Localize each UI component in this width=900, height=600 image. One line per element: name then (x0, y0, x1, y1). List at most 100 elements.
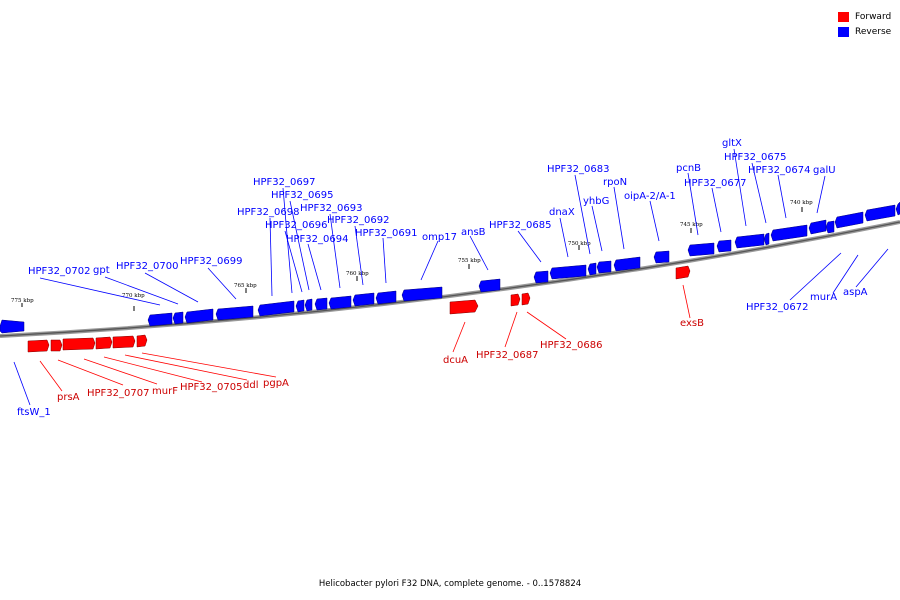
reverse-gene[interactable] (716, 239, 732, 253)
gene-label[interactable]: HPF32_0702 (28, 266, 90, 277)
gene-label[interactable]: HPF32_0674 (748, 165, 810, 176)
gene-label[interactable]: HPF32_0677 (684, 178, 746, 189)
forward-gene[interactable] (27, 339, 50, 353)
gene-label[interactable]: HPF32_0686 (540, 340, 602, 351)
tick-label: 770 kbp (122, 293, 145, 299)
gene-label[interactable]: HPF32_0694 (286, 234, 348, 245)
reverse-gene[interactable] (687, 242, 715, 257)
gene-label[interactable]: gltX (722, 138, 742, 149)
gene-label[interactable]: HPF32_0687 (476, 350, 538, 361)
reverse-gene[interactable] (328, 295, 352, 310)
gene-label[interactable]: HPF32_0700 (116, 261, 178, 272)
tick-label: 750 kbp (568, 241, 591, 247)
gene-label[interactable]: pgpA (263, 378, 289, 389)
forward-gene[interactable] (136, 334, 148, 348)
forward-gene[interactable] (510, 293, 521, 307)
tick-label: 760 kbp (346, 271, 369, 277)
reverse-gene[interactable] (653, 250, 670, 264)
reverse-gene[interactable] (533, 270, 549, 284)
reverse-gene[interactable] (770, 224, 808, 242)
gene-label[interactable]: dnaX (549, 207, 575, 218)
gene-label[interactable]: HPF32_0683 (547, 164, 609, 175)
reverse-gene[interactable] (478, 278, 501, 293)
gene-label[interactable]: HPF32_0695 (271, 190, 333, 201)
reverse-gene[interactable] (147, 312, 173, 327)
forward-gene[interactable] (112, 335, 136, 349)
gene-label[interactable]: ftsW_1 (17, 407, 51, 418)
gene-label[interactable]: HPF32_0699 (180, 256, 242, 267)
gene-label[interactable]: ddl (243, 380, 258, 391)
forward-gene[interactable] (521, 292, 531, 306)
reverse-gene[interactable] (834, 211, 864, 229)
reverse-gene[interactable] (763, 232, 770, 246)
gene-label[interactable]: HPF32_0675 (724, 152, 786, 163)
tick-label: 755 kbp (458, 258, 481, 264)
reverse-gene[interactable] (304, 298, 313, 312)
gene-label[interactable]: HPF32_0707 (87, 388, 149, 399)
gene-label[interactable]: HPF32_0698 (237, 207, 299, 218)
gene-label[interactable]: rpoN (603, 177, 627, 188)
forward-gene[interactable] (62, 337, 96, 351)
gene-label[interactable]: yhbG (583, 196, 609, 207)
tick-label: 745 kbp (680, 222, 703, 228)
legend-reverse-label: Reverse (855, 26, 892, 37)
forward-gene[interactable] (449, 299, 479, 315)
reverse-gene[interactable] (613, 256, 641, 272)
gene-label[interactable]: murF (152, 386, 178, 397)
gene-label[interactable]: prsA (57, 392, 80, 403)
reverse-gene[interactable] (587, 262, 597, 276)
gene-label[interactable]: HPF32_0697 (253, 177, 315, 188)
reverse-gene[interactable] (314, 297, 328, 311)
gene-label[interactable]: dcuA (443, 355, 468, 366)
gene-label[interactable]: ansB (461, 227, 486, 238)
gene-label[interactable]: omp17 (422, 232, 457, 243)
reverse-gene[interactable] (895, 201, 900, 216)
reverse-gene[interactable] (734, 233, 765, 249)
reverse-gene[interactable] (0, 319, 25, 334)
gene-label[interactable]: HPF32_0685 (489, 220, 551, 231)
reverse-gene[interactable] (825, 220, 835, 234)
gene-label[interactable]: HPF32_0696 (265, 220, 327, 231)
gene-label[interactable]: exsB (680, 318, 704, 329)
gene-label[interactable]: HPF32_0692 (327, 215, 389, 226)
tick-label: 775 kbp (11, 298, 34, 304)
gene-label[interactable]: HPF32_0691 (355, 228, 417, 239)
reverse-gene[interactable] (808, 219, 827, 235)
forward-leader-lines (39, 284, 691, 392)
gene-label[interactable]: aspA (843, 287, 868, 298)
genome-backbone-core (0, 221, 900, 337)
forward-gene[interactable] (50, 339, 63, 352)
legend-forward-label: Forward (855, 11, 892, 22)
gene-label[interactable]: gpt (93, 265, 110, 276)
legend-reverse: Reverse (838, 24, 891, 39)
reverse-gene[interactable] (864, 204, 896, 222)
forward-gene[interactable] (675, 265, 691, 280)
legend-forward: Forward (838, 9, 891, 24)
genome-caption: Helicobacter pylori F32 DNA, complete ge… (318, 579, 582, 589)
tick-label: 740 kbp (790, 200, 813, 206)
reverse-gene[interactable] (549, 264, 587, 280)
reverse-gene[interactable] (596, 260, 612, 274)
reverse-gene[interactable] (215, 305, 254, 321)
gene-label[interactable]: pcnB (676, 163, 701, 174)
gene-label[interactable]: HPF32_0693 (300, 203, 362, 214)
tick-label: 765 kbp (234, 283, 257, 289)
forward-swatch (838, 11, 849, 22)
reverse-swatch (838, 26, 849, 37)
gene-label[interactable]: murA (810, 292, 837, 303)
reverse-gene[interactable] (172, 311, 184, 325)
reverse-leader-lines (13, 148, 889, 406)
reverse-gene[interactable] (352, 292, 375, 307)
reverse-gene[interactable] (184, 308, 214, 324)
reverse-gene[interactable] (257, 300, 295, 317)
gene-label[interactable]: galU (813, 165, 836, 176)
gene-label[interactable]: HPF32_0705 (180, 382, 242, 393)
reverse-gene[interactable] (375, 290, 397, 305)
reverse-gene[interactable] (401, 286, 443, 302)
gene-label[interactable]: HPF32_0672 (746, 302, 808, 313)
forward-gene[interactable] (95, 336, 113, 350)
gene-label[interactable]: oipA-2/A-1 (624, 191, 676, 202)
reverse-gene[interactable] (295, 299, 305, 313)
